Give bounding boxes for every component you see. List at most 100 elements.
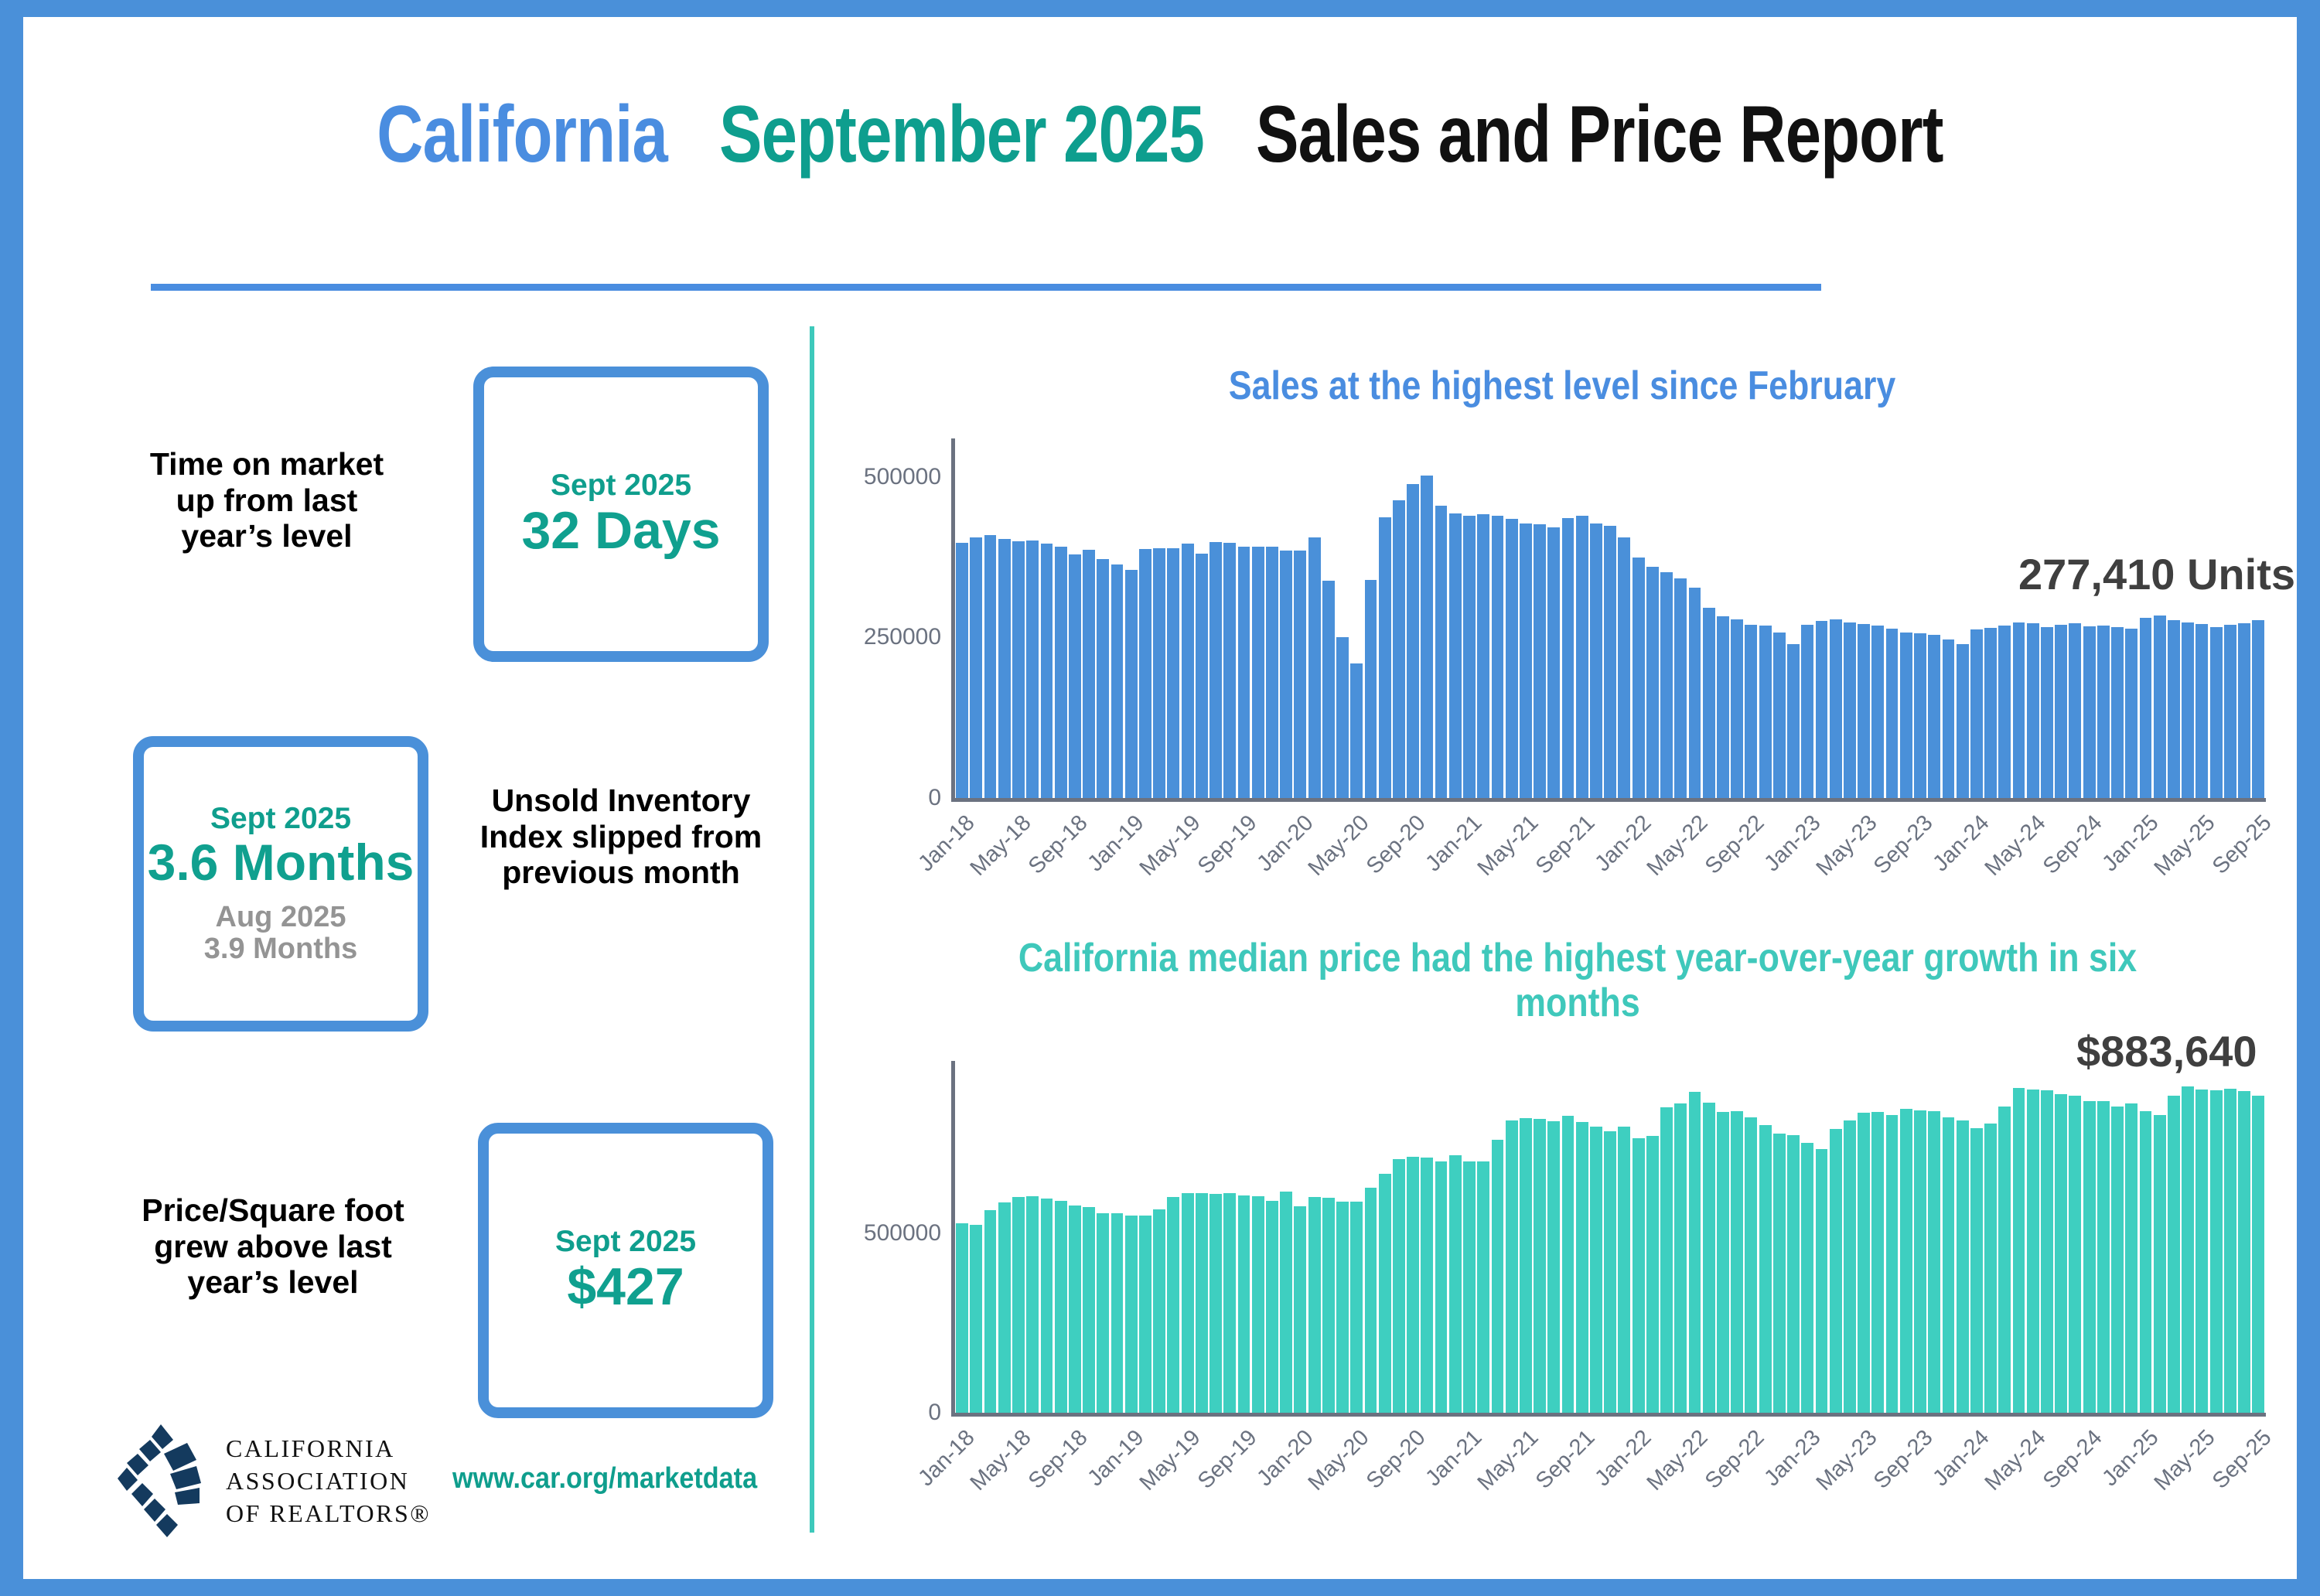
- x-axis-tick-label: Sep-19: [1192, 1425, 1262, 1494]
- y-axis-tick-label: 500000: [863, 463, 941, 489]
- bar: [1012, 1197, 1025, 1413]
- stat-month-label: Sept 2025: [550, 469, 692, 503]
- bar: [1195, 1192, 1208, 1413]
- bar: [1153, 548, 1166, 798]
- bar: [1280, 1192, 1293, 1413]
- bar: [2182, 622, 2195, 798]
- bar: [1590, 523, 1602, 798]
- bar: [1829, 619, 1842, 798]
- bar: [1618, 1126, 1631, 1413]
- bar: [1463, 515, 1476, 798]
- bar: [1590, 1126, 1602, 1413]
- bar: [2055, 624, 2068, 798]
- stat-prev-block: Aug 2025 3.9 Months: [204, 901, 357, 967]
- x-axis-tick-label: Sep-22: [1700, 810, 1769, 879]
- bar: [1618, 537, 1631, 798]
- bar: [2083, 1101, 2096, 1413]
- bar: [1575, 515, 1588, 798]
- x-axis-tick-label: Sep-23: [1869, 1425, 1939, 1494]
- bar: [2182, 1086, 2195, 1413]
- car-logo-line-2: ASSOCIATION: [226, 1466, 410, 1495]
- market-data-url[interactable]: www.car.org/marketdata: [452, 1462, 758, 1495]
- bar: [1068, 1205, 1081, 1413]
- bar: [1223, 543, 1237, 798]
- bar: [2125, 1103, 2138, 1413]
- x-axis-tick-label: Sep-20: [1362, 1425, 1431, 1494]
- bar: [1815, 1148, 1828, 1413]
- bar: [1068, 554, 1081, 798]
- bar: [1871, 1111, 1885, 1413]
- bar: [1435, 1161, 1448, 1413]
- bar: [2195, 1090, 2209, 1413]
- car-logo-line-3: OF REALTORS®: [226, 1499, 432, 1528]
- bar: [1942, 639, 1955, 798]
- bar: [1040, 544, 1053, 798]
- bar: [2238, 1091, 2250, 1413]
- bar: [1111, 1212, 1124, 1413]
- bar: [1871, 626, 1885, 798]
- bar: [1829, 1128, 1842, 1413]
- x-axis-tick-label: Sep-18: [1023, 1425, 1093, 1494]
- bar: [1956, 643, 1969, 798]
- bar: [1448, 1154, 1462, 1413]
- car-logo-line-1: CALIFORNIA: [226, 1434, 395, 1462]
- bar: [2097, 626, 2110, 798]
- bar: [1111, 564, 1124, 798]
- bar: [2153, 1114, 2166, 1413]
- bar: [984, 534, 997, 798]
- bar: [1124, 1215, 1138, 1413]
- bar: [1054, 547, 1067, 798]
- bar: [1491, 1140, 1504, 1413]
- stat-month-label: Sept 2025: [554, 1225, 697, 1259]
- bar: [1195, 553, 1208, 798]
- bar: [1153, 1209, 1166, 1413]
- bar: [1322, 1198, 1335, 1413]
- bar: [1322, 581, 1335, 798]
- bar: [1759, 626, 1772, 798]
- median-price-plot-area: 0 500000 Jan-18 May-18 Sep-18 Jan-19 May-19 Se…: [864, 1061, 2277, 1495]
- bar: [1787, 643, 1800, 798]
- bar: [1392, 500, 1405, 798]
- bar: [1674, 1103, 1687, 1413]
- x-axis-tick-label: May-25: [2149, 810, 2220, 882]
- bar: [2209, 1090, 2223, 1413]
- bar: [2041, 627, 2053, 798]
- bar: [1477, 513, 1490, 798]
- bar: [1717, 616, 1729, 798]
- bar: [1858, 623, 1871, 798]
- bar: [1843, 622, 1856, 798]
- x-axis-tick-label: Sep-23: [1869, 810, 1939, 879]
- bar: [1421, 1158, 1434, 1413]
- x-axis-tick-label: Sep-22: [1700, 1425, 1769, 1494]
- median-price-annotation: $883,640: [2076, 1027, 2257, 1076]
- sales-x-axis: Jan-18 May-18 Sep-18 Jan-19 May-19 Sep-19 Jan-…: [913, 798, 2276, 914]
- bar: [1745, 1117, 1758, 1413]
- bar: [1632, 557, 1645, 798]
- x-axis-tick-label: Sep-19: [1192, 810, 1262, 879]
- bar: [1843, 1120, 1856, 1413]
- bar: [1280, 551, 1293, 798]
- median-price-bars: [955, 1061, 2266, 1413]
- bar: [956, 1223, 969, 1413]
- infographic-canvas: California September 2025 Sales and Pric…: [23, 17, 2297, 1579]
- bar: [1561, 1115, 1575, 1413]
- x-axis-tick-label: May-21: [1472, 1425, 1544, 1496]
- bar: [1040, 1198, 1053, 1413]
- x-axis-tick-label: May-25: [2149, 1425, 2220, 1496]
- bar: [2055, 1094, 2068, 1413]
- x-axis-tick-label: May-18: [965, 810, 1036, 882]
- bar: [1181, 544, 1194, 798]
- bar: [1463, 1161, 1476, 1413]
- bar: [1477, 1161, 1490, 1413]
- bar: [1984, 627, 1997, 798]
- stat-box-price-per-sqft: Sept 2025 $427: [478, 1123, 773, 1418]
- sales-bars: [955, 438, 2266, 798]
- x-axis-tick-label: May-24: [1980, 1425, 2051, 1496]
- bar: [2026, 1090, 2039, 1413]
- bar: [1970, 1128, 1983, 1413]
- bar: [1646, 1135, 1659, 1413]
- bar: [1083, 549, 1095, 798]
- bar: [1534, 1118, 1546, 1413]
- bar: [1435, 506, 1448, 798]
- bar: [1026, 541, 1039, 798]
